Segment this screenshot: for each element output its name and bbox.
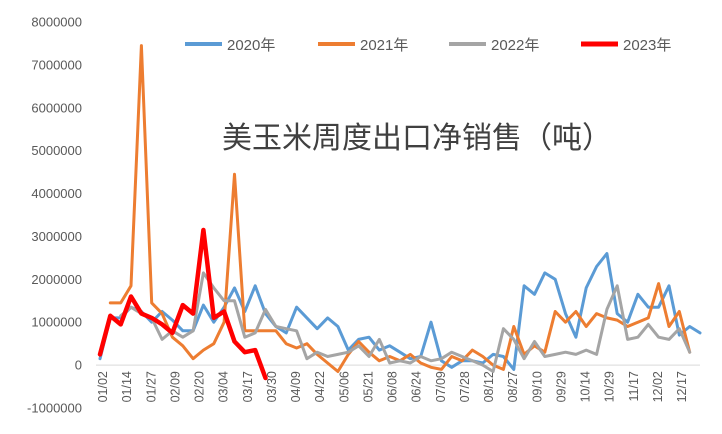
x-tick-label: 01/02	[96, 371, 110, 402]
series-line-2020年	[98, 252, 702, 371]
legend-label: 2020年	[227, 37, 275, 54]
x-tick-label: 03/30	[265, 371, 279, 402]
y-tick-label: 6000000	[31, 100, 82, 115]
x-tick-label: 01/14	[120, 371, 134, 402]
x-tick-label: 07/28	[458, 371, 472, 402]
y-tick-label: 2000000	[31, 272, 82, 287]
series-line-2023年	[97, 227, 268, 381]
x-tick-label: 01/27	[144, 371, 158, 402]
y-tick-label: 4000000	[31, 186, 82, 201]
y-axis-tick-labels: -1000000 0 1000000 2000000 3000000 4000000 500…	[27, 15, 82, 416]
x-tick-label: 10/14	[579, 371, 593, 402]
legend-label: 2022年	[491, 37, 539, 54]
x-tick-label: 11/17	[627, 371, 641, 401]
x-tick-label: 05/21	[361, 371, 375, 402]
legend-label: 2023年	[623, 37, 671, 54]
x-axis-tick-labels: 01/02 01/14 01/27 02/09 02/20 03/04 03/17 03/30…	[96, 371, 689, 402]
x-tick-label: 08/27	[506, 371, 520, 402]
x-tick-label: 06/08	[386, 371, 400, 402]
y-tick-label: 1000000	[31, 315, 82, 330]
y-tick-label: 0	[75, 358, 82, 373]
x-tick-label: 06/24	[410, 371, 424, 402]
x-tick-label: 05/06	[337, 371, 351, 402]
x-tick-label: 09/10	[530, 371, 544, 402]
x-tick-label: 09/29	[554, 371, 568, 402]
x-tick-label: 08/12	[482, 371, 496, 402]
x-tick-label: 07/09	[434, 371, 448, 402]
x-tick-label: 03/17	[241, 371, 255, 402]
y-tick-label: 5000000	[31, 143, 82, 158]
legend-label: 2021年	[360, 37, 408, 54]
x-tick-label: 04/09	[289, 371, 303, 402]
x-tick-label: 03/04	[217, 371, 231, 402]
legend: 2020年 2021年 2022年 2023年	[185, 37, 671, 54]
x-tick-label: 04/22	[313, 371, 327, 402]
x-tick-label: 02/09	[168, 371, 182, 402]
chart-title: 美玉米周度出口净销售（吨）	[222, 121, 612, 156]
y-tick-label: 7000000	[31, 57, 82, 72]
y-tick-label: 8000000	[31, 15, 82, 30]
y-tick-label: 3000000	[31, 229, 82, 244]
x-tick-label: 02/20	[193, 371, 207, 402]
series-lines	[97, 44, 702, 381]
x-tick-label: 12/17	[675, 371, 689, 402]
x-tick-label: 12/02	[651, 371, 665, 402]
y-tick-label: -1000000	[27, 401, 82, 416]
x-tick-label: 10/29	[603, 371, 617, 402]
series-line-2022年	[119, 271, 692, 373]
